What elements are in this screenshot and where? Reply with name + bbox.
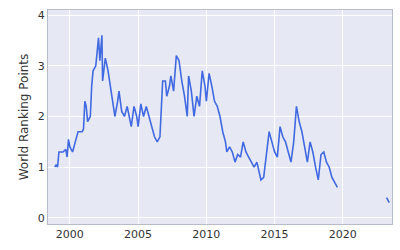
- svg-text:1: 1: [38, 161, 45, 174]
- svg-text:2005: 2005: [124, 228, 152, 241]
- svg-text:0: 0: [38, 212, 45, 225]
- svg-text:3: 3: [38, 60, 45, 73]
- svg-text:2: 2: [38, 110, 45, 123]
- svg-text:2015: 2015: [261, 228, 289, 241]
- svg-text:2000: 2000: [56, 228, 84, 241]
- svg-text:World Ranking Points: World Ranking Points: [17, 54, 31, 181]
- svg-text:2020: 2020: [329, 228, 357, 241]
- svg-text:4: 4: [38, 9, 45, 22]
- svg-text:2010: 2010: [192, 228, 220, 241]
